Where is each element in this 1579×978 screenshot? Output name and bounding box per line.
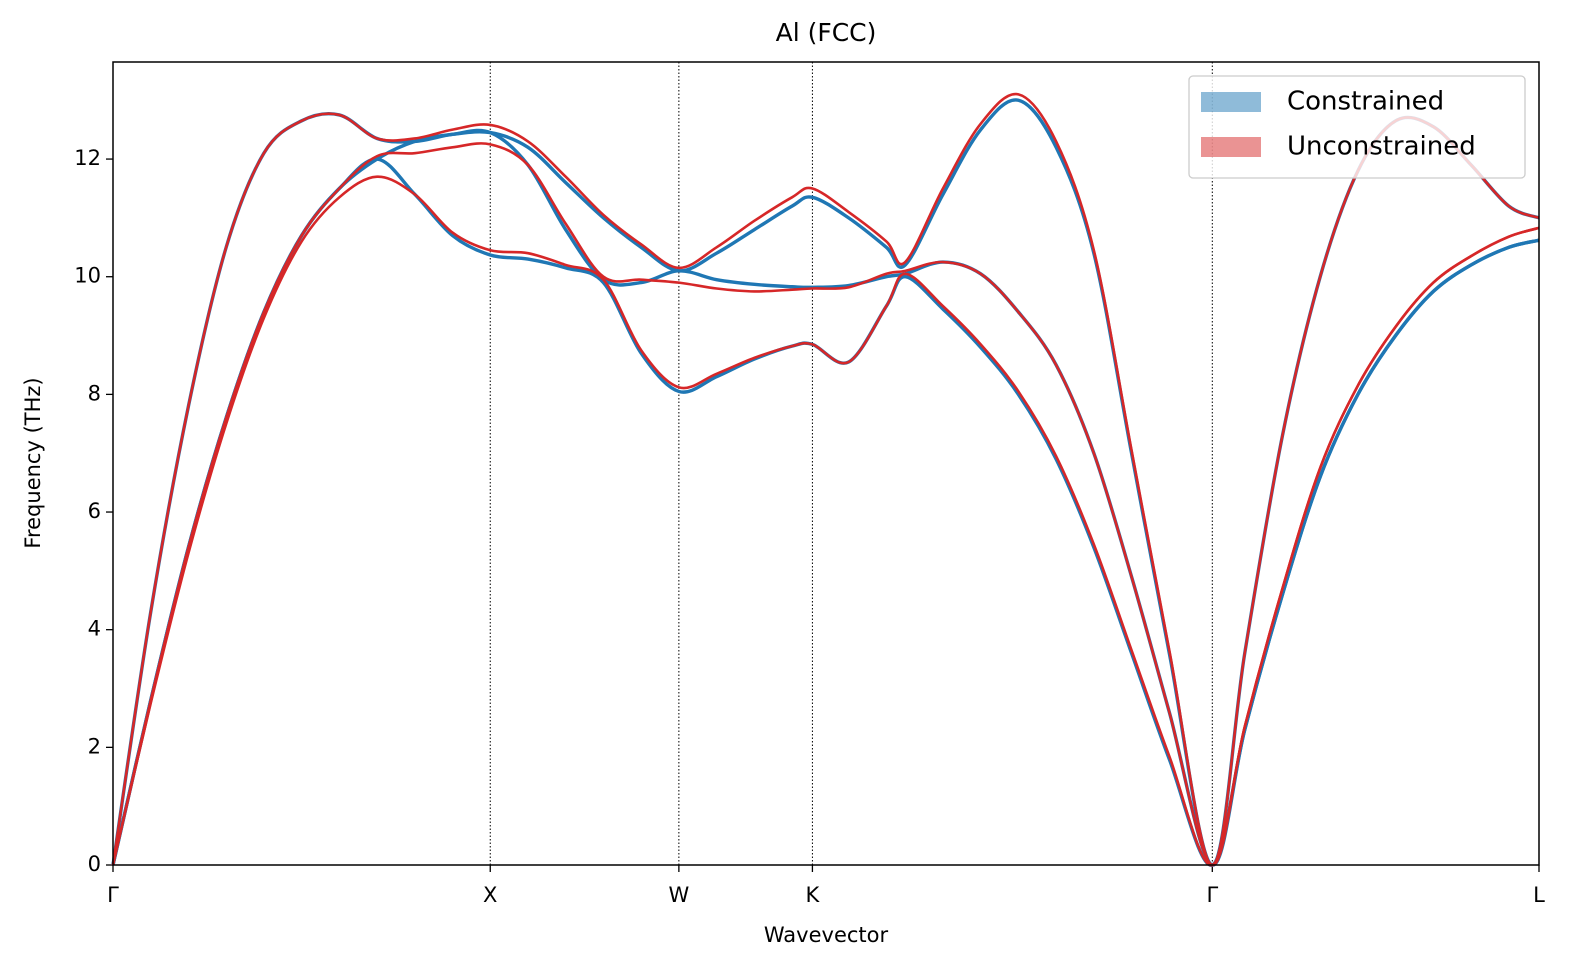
y-tick-label: 0	[88, 852, 101, 876]
y-tick-label: 6	[88, 499, 101, 523]
x-axis-label: Wavevector	[764, 923, 889, 947]
y-tick-label: 12	[74, 146, 101, 170]
legend-label: Unconstrained	[1287, 132, 1476, 162]
legend-box	[1188, 75, 1526, 179]
x-tick-label: Γ	[1206, 883, 1218, 907]
legend-swatch	[1201, 92, 1261, 112]
y-tick-label: 4	[88, 617, 101, 641]
legend-swatch	[1201, 137, 1261, 157]
y-tick-label: 8	[88, 381, 101, 405]
x-tick-label: K	[806, 883, 821, 907]
y-tick-label: 10	[74, 264, 101, 288]
band-line	[111, 142, 1540, 867]
x-tick-label: W	[668, 883, 689, 907]
legend-label: Constrained	[1287, 87, 1444, 117]
chart-title: Al (FCC)	[776, 18, 877, 47]
x-tick-label: X	[483, 883, 497, 907]
legend: Constrained Unconstrained	[1188, 75, 1526, 179]
plot-frame	[112, 61, 1540, 866]
x-tick-label: L	[1533, 883, 1545, 907]
x-tick-label: Γ	[107, 883, 119, 907]
y-tick-label: 2	[88, 734, 101, 758]
band-line	[111, 92, 1540, 867]
y-axis-label: Frequency (THz)	[21, 377, 45, 548]
